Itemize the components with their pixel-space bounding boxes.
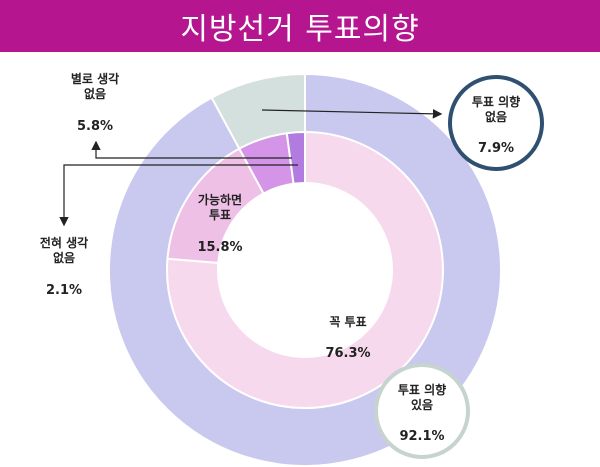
label-outer-no-value: 7.9% — [478, 141, 514, 156]
label-maybe-value: 15.8% — [197, 240, 242, 255]
callout-circle-outer-no — [448, 75, 544, 171]
leader-line-never — [59, 164, 298, 227]
label-outer-no-line2: 없음 — [485, 109, 507, 124]
label-never-line2: 없음 — [53, 250, 75, 265]
callout-circle-outer-yes — [374, 363, 470, 459]
label-never-value: 2.1% — [46, 283, 82, 298]
label-outer-yes-value: 92.1% — [399, 429, 444, 444]
label-not-much-line2: 없음 — [84, 86, 106, 101]
inner-ring-slice-0 — [166, 130, 444, 409]
label-not-much-line1: 별로 생각 — [71, 71, 119, 86]
label-sure-line1: 꼭 투표 — [329, 315, 366, 329]
label-maybe-line1: 가능하면 — [198, 192, 242, 207]
inner-ring — [166, 130, 444, 409]
label-outer-yes-line2: 있음 — [411, 397, 433, 412]
inner-ring-slice-3 — [285, 130, 306, 185]
label-never-line1: 전혀 생각 — [40, 235, 88, 250]
leader-line-not-much — [91, 140, 292, 159]
chart-title: 지방선거 투표의향 — [180, 12, 420, 47]
label-outer-yes-line1: 투표 의향 — [398, 382, 446, 397]
leader-line-outer-no — [261, 109, 443, 119]
label-outer-no-line1: 투표 의향 — [472, 94, 520, 109]
label-not-much-value: 5.8% — [77, 119, 113, 134]
label-maybe-line2: 투표 — [209, 208, 231, 222]
label-sure-value: 76.3% — [325, 346, 370, 361]
title-banner: 지방선거 투표의향 — [0, 0, 600, 52]
